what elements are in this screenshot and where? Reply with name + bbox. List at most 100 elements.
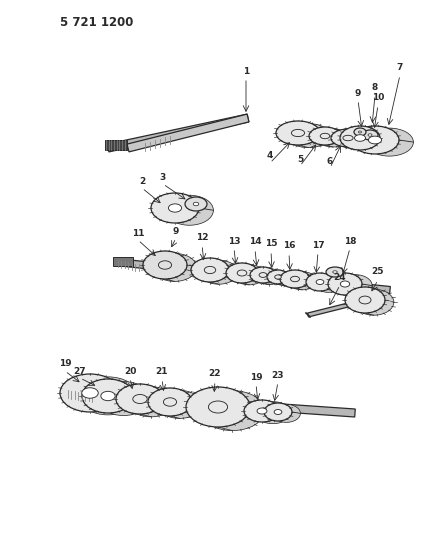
Polygon shape (276, 133, 330, 135)
Ellipse shape (328, 273, 362, 295)
Ellipse shape (320, 133, 330, 139)
Polygon shape (127, 114, 249, 152)
Ellipse shape (60, 374, 120, 412)
Text: 22: 22 (209, 369, 221, 378)
Text: 1: 1 (243, 67, 249, 76)
Ellipse shape (354, 289, 394, 315)
Polygon shape (267, 277, 294, 278)
Ellipse shape (339, 131, 373, 149)
Ellipse shape (98, 382, 150, 416)
Ellipse shape (208, 401, 228, 413)
Ellipse shape (101, 391, 115, 401)
Text: 16: 16 (283, 241, 295, 251)
Ellipse shape (306, 273, 334, 291)
Ellipse shape (286, 124, 330, 148)
Polygon shape (148, 402, 202, 405)
Ellipse shape (352, 128, 392, 152)
Text: 27: 27 (74, 367, 86, 376)
Polygon shape (309, 136, 349, 138)
Ellipse shape (250, 267, 276, 283)
Ellipse shape (257, 408, 267, 414)
Ellipse shape (168, 204, 181, 212)
Ellipse shape (326, 267, 344, 277)
Ellipse shape (200, 391, 265, 431)
Ellipse shape (200, 260, 238, 284)
Ellipse shape (158, 390, 202, 418)
Ellipse shape (276, 121, 320, 145)
Ellipse shape (259, 272, 267, 277)
Text: 4: 4 (267, 151, 273, 160)
Ellipse shape (331, 129, 365, 147)
Ellipse shape (338, 274, 372, 297)
FancyBboxPatch shape (105, 140, 127, 150)
Ellipse shape (116, 384, 164, 414)
Ellipse shape (340, 281, 350, 287)
Polygon shape (143, 265, 196, 268)
Text: 10: 10 (372, 93, 384, 102)
Ellipse shape (362, 130, 378, 140)
Polygon shape (116, 399, 175, 402)
Text: 20: 20 (124, 367, 136, 376)
Text: 19: 19 (59, 359, 71, 368)
Polygon shape (65, 389, 355, 417)
Polygon shape (107, 114, 249, 152)
Ellipse shape (351, 126, 399, 154)
Text: 7: 7 (397, 63, 403, 72)
Ellipse shape (191, 258, 229, 282)
Text: 6: 6 (327, 157, 333, 166)
Ellipse shape (185, 197, 207, 211)
Ellipse shape (340, 126, 380, 150)
Ellipse shape (255, 402, 291, 424)
Ellipse shape (264, 403, 292, 421)
Polygon shape (307, 303, 348, 317)
Ellipse shape (369, 136, 382, 144)
Ellipse shape (345, 287, 385, 313)
Text: 14: 14 (249, 238, 262, 246)
Ellipse shape (368, 134, 372, 136)
Ellipse shape (273, 271, 294, 285)
Polygon shape (226, 273, 265, 275)
Text: 24: 24 (334, 272, 346, 281)
Text: 23: 23 (272, 370, 284, 379)
Ellipse shape (82, 388, 98, 398)
Ellipse shape (291, 276, 300, 282)
Polygon shape (280, 279, 317, 281)
Ellipse shape (359, 131, 362, 133)
Ellipse shape (315, 274, 342, 292)
Polygon shape (250, 275, 282, 277)
Ellipse shape (267, 270, 289, 284)
Text: 3: 3 (160, 173, 166, 182)
Ellipse shape (133, 394, 147, 403)
Ellipse shape (354, 135, 366, 141)
Polygon shape (331, 138, 373, 140)
Ellipse shape (366, 128, 413, 156)
Text: 18: 18 (344, 237, 356, 246)
Text: 2: 2 (139, 176, 145, 185)
Polygon shape (115, 259, 390, 294)
Ellipse shape (287, 272, 317, 290)
Ellipse shape (186, 387, 250, 427)
Ellipse shape (359, 296, 371, 304)
Text: 17: 17 (312, 240, 324, 249)
Ellipse shape (317, 129, 349, 147)
Text: 8: 8 (372, 84, 378, 93)
Text: 11: 11 (132, 229, 144, 238)
Ellipse shape (226, 263, 258, 283)
Ellipse shape (354, 128, 366, 136)
Ellipse shape (165, 195, 214, 225)
Text: 5 721 1200: 5 721 1200 (60, 15, 134, 28)
Ellipse shape (82, 379, 134, 413)
Text: 15: 15 (265, 239, 277, 248)
Ellipse shape (127, 387, 175, 417)
Text: 12: 12 (196, 233, 208, 243)
Ellipse shape (256, 269, 282, 285)
Text: 21: 21 (156, 367, 168, 376)
Ellipse shape (158, 261, 172, 269)
Ellipse shape (143, 251, 187, 279)
Ellipse shape (316, 279, 324, 285)
Ellipse shape (193, 202, 199, 206)
Ellipse shape (343, 135, 353, 141)
Ellipse shape (78, 377, 138, 415)
Ellipse shape (309, 127, 341, 145)
Ellipse shape (244, 400, 280, 422)
